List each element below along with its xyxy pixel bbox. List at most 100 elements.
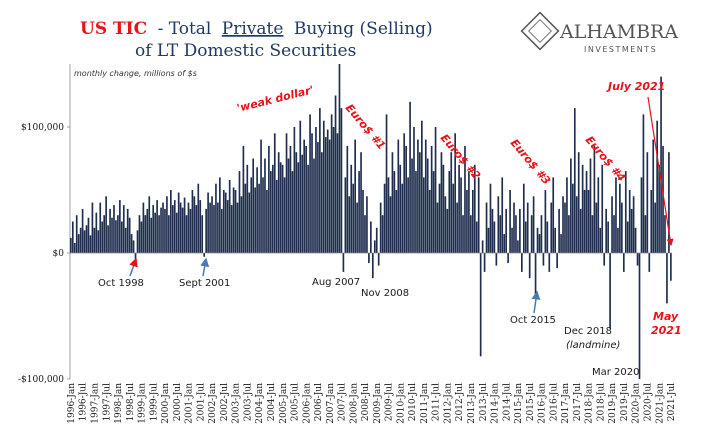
bar (379, 202, 382, 253)
bar (193, 196, 196, 253)
bar (179, 202, 182, 253)
bar (371, 253, 374, 279)
bar (324, 137, 327, 253)
bar (466, 190, 468, 253)
bar (524, 221, 527, 253)
bar (428, 190, 431, 253)
bar (170, 190, 172, 253)
bar (446, 208, 449, 253)
bar (301, 154, 304, 253)
bar (597, 177, 600, 253)
x-tick-label: 2016-Jan (538, 383, 548, 424)
bar (226, 200, 229, 253)
bar (397, 139, 400, 253)
x-tick-label: 2019-Jan (608, 383, 618, 424)
x-tick-label: 2009-Jan (373, 383, 383, 424)
x-tick-label: 2007-Jan (326, 383, 336, 424)
bar (407, 177, 409, 253)
bar (362, 190, 364, 253)
x-tick-label: 2008-Jan (349, 383, 359, 424)
x-tick-label: 2005-Jul (291, 383, 301, 421)
annotation: Euro$ #4 (583, 134, 628, 185)
bar (634, 227, 637, 253)
bar (515, 215, 517, 253)
bar (450, 152, 453, 253)
bar (507, 253, 509, 264)
logo-text: INVESTMENTS (584, 45, 657, 54)
x-tick-label: 2007-Jul (338, 383, 348, 421)
bar (77, 234, 80, 253)
bar (377, 253, 380, 266)
y-tick-label: $0 (53, 249, 65, 259)
bar (203, 253, 206, 257)
bar (360, 152, 362, 253)
bar (130, 234, 133, 253)
bar (593, 145, 596, 253)
bar (270, 171, 272, 253)
bar (326, 129, 329, 253)
bar (144, 215, 147, 253)
bar (254, 187, 256, 253)
bar (122, 205, 125, 253)
annotation: Nov 2008 (361, 288, 409, 299)
bar (495, 253, 498, 266)
bar (115, 220, 117, 253)
bar (626, 221, 629, 253)
x-tick-label: 1998-Jan (114, 383, 124, 424)
bar (177, 192, 180, 253)
bar (405, 145, 407, 253)
bar (124, 227, 127, 253)
bar (199, 200, 202, 253)
bar (197, 183, 200, 253)
bar (603, 253, 606, 266)
bar (217, 202, 219, 253)
bar (264, 158, 266, 253)
bar (238, 171, 241, 253)
bar (364, 215, 366, 253)
bar (393, 171, 396, 253)
bar (271, 164, 274, 253)
bar (354, 139, 356, 253)
bar (391, 152, 394, 253)
bar (103, 215, 106, 253)
annotation: 'weak dollar' (236, 83, 316, 115)
bar (522, 183, 525, 253)
y-tick-label: $100,000 (21, 123, 64, 133)
bar (370, 221, 372, 253)
bar (358, 171, 360, 253)
x-tick-label: 1998-Jul (126, 383, 136, 421)
bar (350, 164, 353, 253)
bar (266, 190, 268, 253)
bar (81, 208, 84, 253)
bar (621, 202, 623, 253)
bar (305, 145, 307, 253)
bar (532, 196, 535, 253)
bar (85, 225, 88, 253)
annotation: Oct 1998 (98, 278, 144, 289)
bar (201, 215, 204, 253)
bar (283, 177, 286, 253)
x-tick-label: 2008-Jul (361, 383, 371, 421)
bar (517, 240, 519, 253)
bar (487, 227, 490, 253)
bar (234, 190, 237, 253)
bar (383, 183, 386, 253)
bar (542, 253, 545, 266)
bar (666, 253, 668, 304)
bar (248, 192, 251, 253)
bar (240, 196, 243, 253)
bar (462, 215, 464, 253)
bar (289, 145, 292, 253)
bar (648, 253, 651, 272)
bar (422, 177, 425, 253)
bar (373, 240, 376, 253)
bar (132, 240, 135, 253)
bar (187, 202, 190, 253)
bar (528, 253, 531, 279)
bar (646, 152, 649, 253)
bar (136, 230, 139, 253)
bar (442, 164, 445, 253)
x-tick-label: 2019-Jul (620, 383, 630, 421)
bar (105, 196, 107, 253)
bar (566, 177, 568, 253)
